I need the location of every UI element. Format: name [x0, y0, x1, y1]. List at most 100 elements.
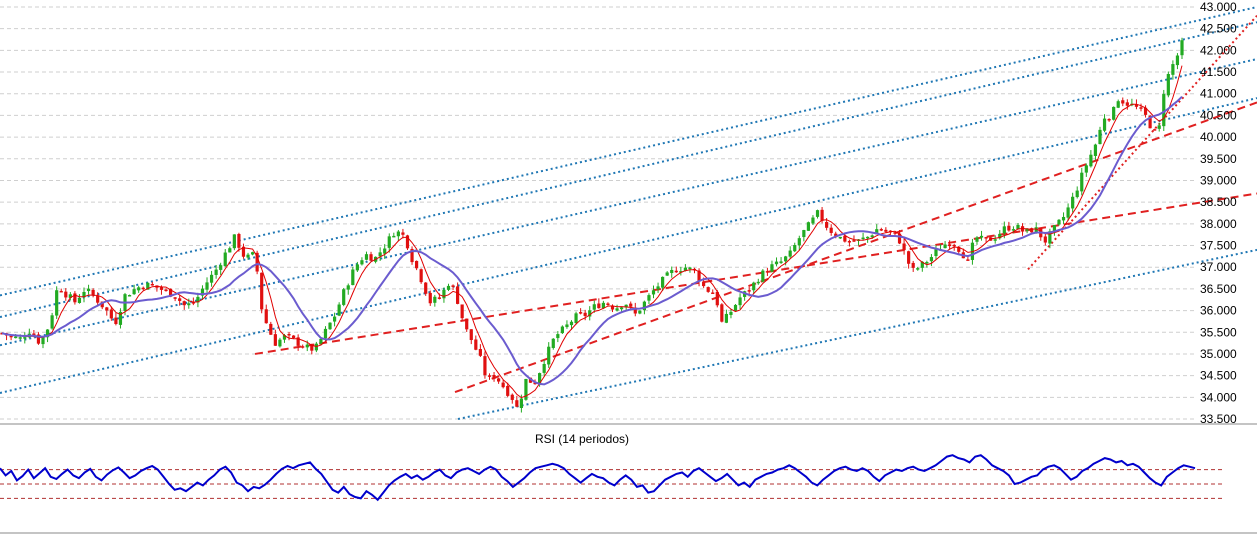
candle-body	[784, 256, 788, 262]
candle-body	[998, 233, 1002, 239]
candle-body	[943, 244, 947, 249]
candle-body	[620, 307, 624, 310]
price-tick-label: 35.500	[1200, 325, 1237, 339]
candle-body	[670, 269, 674, 274]
candle-body	[920, 261, 924, 268]
candle-body	[934, 249, 938, 257]
candle-body	[14, 336, 18, 339]
candle-body	[269, 323, 273, 335]
candle-body	[711, 292, 715, 294]
candle-body	[383, 248, 387, 254]
candle-body	[1143, 107, 1148, 115]
candle-body	[137, 287, 141, 291]
candle-body	[884, 229, 888, 232]
candle-body	[724, 313, 729, 323]
candle-body	[219, 265, 223, 270]
candle-body	[173, 297, 177, 299]
candle-body	[1089, 154, 1093, 167]
candle-body	[788, 250, 792, 257]
candle-body	[1125, 102, 1129, 106]
candle-body	[328, 322, 332, 330]
candle-body	[9, 335, 13, 338]
candle-body	[369, 254, 373, 261]
candle-body	[820, 209, 824, 221]
candle-body	[797, 238, 801, 246]
candle-body	[765, 271, 770, 273]
candle-body	[50, 315, 54, 329]
candle-body	[597, 303, 601, 309]
candle-body	[241, 246, 246, 257]
candle-body	[469, 329, 473, 341]
candle-body	[588, 310, 592, 317]
candle-body	[287, 333, 291, 336]
candle-body	[733, 304, 738, 311]
candle-body	[1139, 107, 1143, 109]
candle-body	[1107, 118, 1111, 121]
candle-body	[296, 337, 300, 346]
rsi-title: RSI (14 periodos)	[535, 432, 629, 446]
candle-body	[351, 269, 355, 286]
price-tick-label: 38.500	[1200, 195, 1237, 209]
candle-body	[410, 248, 414, 263]
candle-body	[55, 290, 59, 316]
candle-body	[196, 296, 200, 303]
candle-body	[683, 267, 687, 271]
candle-body	[1153, 129, 1157, 131]
candle-body	[246, 254, 250, 258]
candle-body	[948, 244, 952, 247]
price-axis: 43.000 42.500 42.000 41.500 41.000 40.500 40.0…	[1200, 0, 1237, 426]
candle-body	[1121, 100, 1125, 104]
candle-body	[806, 222, 811, 231]
trend-line	[0, 97, 1257, 394]
candle-body	[428, 292, 432, 304]
candle-body	[861, 237, 865, 240]
candle-body	[838, 236, 842, 239]
candle-body	[793, 245, 797, 252]
price-tick-label: 39.500	[1200, 152, 1237, 166]
candle-body	[1148, 115, 1152, 129]
candle-body	[396, 231, 400, 237]
candle-body	[957, 246, 961, 252]
candle-body	[1002, 226, 1006, 234]
candle-body	[879, 229, 883, 231]
candle-body	[1112, 106, 1116, 120]
candle-body	[747, 290, 751, 292]
candle-body	[633, 307, 637, 314]
candle-body	[264, 309, 268, 324]
candle-body	[870, 235, 874, 238]
candle-body	[1080, 172, 1084, 192]
price-tick-label: 41.000	[1200, 87, 1237, 101]
candle-body	[91, 289, 95, 296]
price-tick-label: 42.500	[1200, 22, 1237, 36]
candle-body	[392, 235, 396, 238]
price-tick-label: 37.000	[1200, 260, 1237, 274]
candle-body	[829, 227, 833, 233]
candle-body	[893, 232, 897, 234]
price-tick-label: 43.000	[1200, 0, 1237, 14]
candle-body	[446, 285, 451, 290]
candle-body	[437, 297, 441, 299]
candle-body	[1093, 144, 1098, 156]
trend-lines	[0, 6, 1257, 420]
candle-body	[342, 289, 346, 305]
candle-body	[642, 301, 646, 311]
ma-slow-line	[1, 95, 1183, 386]
candle-body	[310, 344, 314, 351]
candle-body	[665, 272, 669, 276]
price-tick-label: 36.000	[1200, 304, 1237, 318]
candle-body	[1016, 224, 1020, 230]
candle-body	[36, 334, 41, 344]
candle-body	[697, 270, 701, 282]
candle-body	[487, 375, 492, 377]
candle-body	[560, 326, 564, 334]
candle-body	[100, 301, 104, 308]
candle-body	[314, 343, 318, 351]
candle-body	[629, 303, 633, 307]
candle-body	[610, 305, 615, 310]
candle-body	[1134, 104, 1139, 107]
candle-body	[916, 268, 920, 270]
price-grid	[0, 6, 1195, 420]
candle-body	[77, 297, 82, 303]
candle-body	[301, 346, 305, 348]
candle-body	[73, 293, 77, 303]
